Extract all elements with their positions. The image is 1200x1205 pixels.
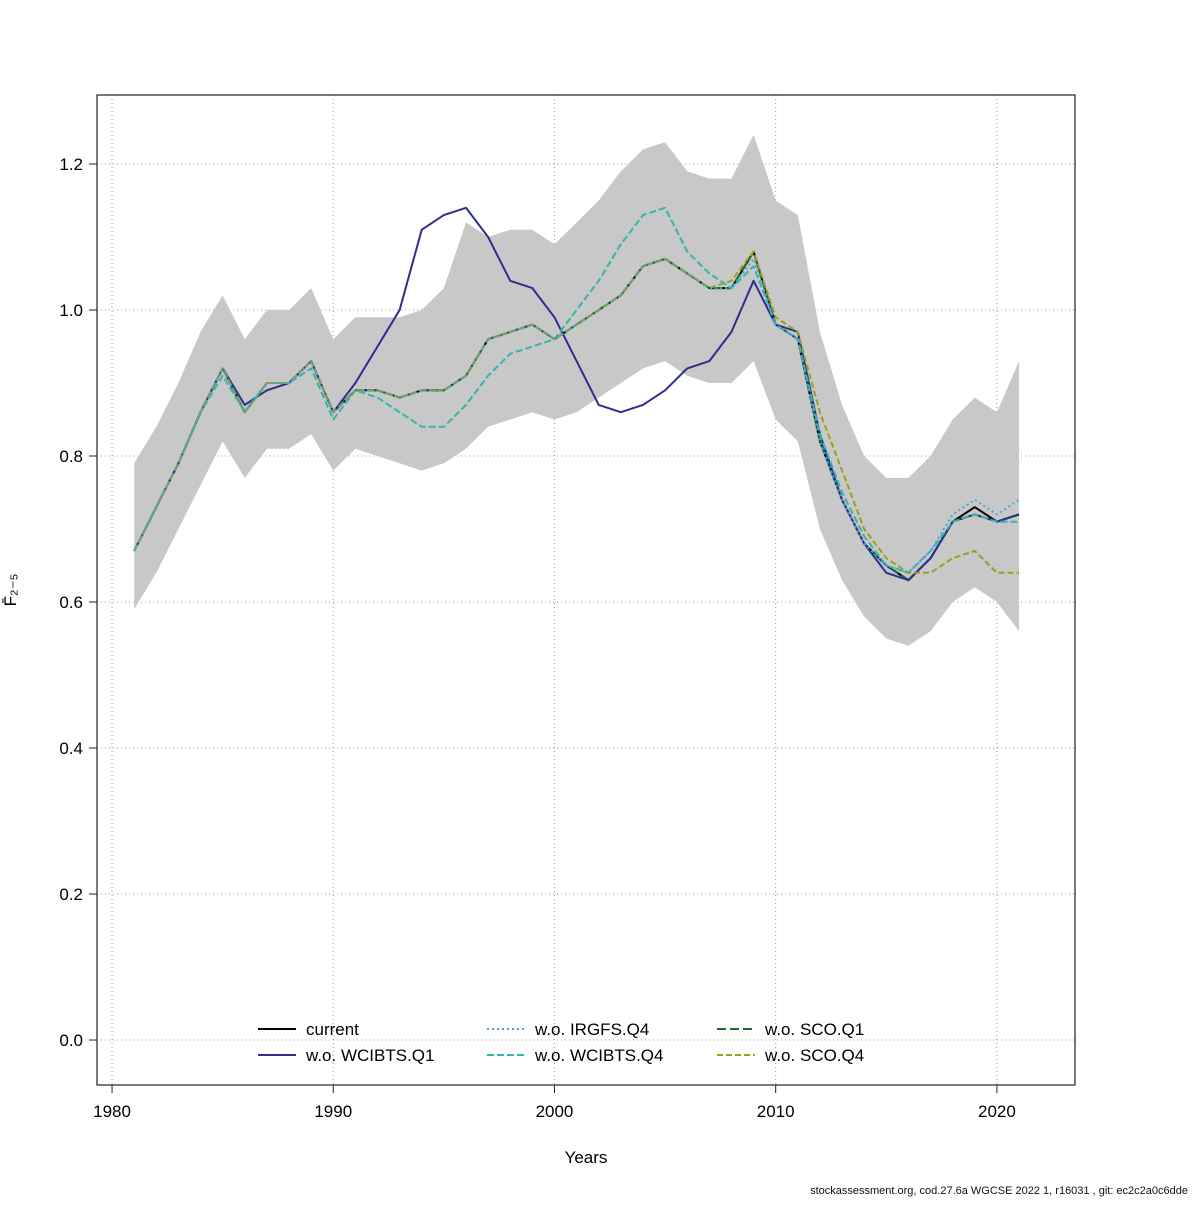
x-tick-label-2000: 2000 xyxy=(536,1102,574,1121)
x-tick-label-2010: 2010 xyxy=(757,1102,795,1121)
axes-layer: 1980 1990 2000 2010 2020 0.0 0.2 0.4 0.6 0.8 1.0 1.… xyxy=(1,94,1076,1167)
legend-label-w-o-sco-q1: w.o. SCO.Q1 xyxy=(764,1020,864,1039)
x-axis-label: Years xyxy=(565,1148,608,1167)
confidence-band xyxy=(134,134,1020,646)
legend-label-w-o-irgfs-q4: w.o. IRGFS.Q4 xyxy=(534,1020,649,1039)
y-tick-label-0.6: 0.6 xyxy=(59,593,83,612)
legend-label-current: current xyxy=(306,1020,359,1039)
x-tick-label-1990: 1990 xyxy=(314,1102,352,1121)
y-tick-label-0.0: 0.0 xyxy=(59,1031,83,1050)
y-tick-label-1.0: 1.0 xyxy=(59,301,83,320)
plot-border xyxy=(96,94,1076,1086)
series-line-w-o-sco-q4 xyxy=(133,250,1020,574)
legend: current w.o. WCIBTS.Q1 w.o. IRGFS.Q4 w.o. W… xyxy=(258,1020,864,1065)
series-line-w-o-irgfs-q4 xyxy=(133,257,1020,574)
series-layer xyxy=(133,206,1020,582)
legend-label-w-o-wcibts-q4: w.o. WCIBTS.Q4 xyxy=(534,1046,663,1065)
legend-label-w-o-sco-q4: w.o. SCO.Q4 xyxy=(764,1046,864,1065)
x-tick-label-1980: 1980 xyxy=(93,1102,131,1121)
y-tick-label-0.2: 0.2 xyxy=(59,885,83,904)
y-axis-label: F̄₂₋₅ xyxy=(1,574,20,607)
y-tick-label-0.8: 0.8 xyxy=(59,447,83,466)
y-tick-label-1.2: 1.2 xyxy=(59,155,83,174)
footer-attribution: stockassessment.org, cod.27.6a WGCSE 202… xyxy=(810,1185,1188,1197)
y-tick-label-0.4: 0.4 xyxy=(59,739,83,758)
legend-label-w-o-wcibts-q1: w.o. WCIBTS.Q1 xyxy=(305,1046,434,1065)
x-tick-label-2020: 2020 xyxy=(978,1102,1016,1121)
series-line-w-o-wcibts-q4 xyxy=(133,206,1020,574)
confidence-band-layer xyxy=(134,134,1020,646)
series-line-w-o-wcibts-q1 xyxy=(133,206,1020,582)
